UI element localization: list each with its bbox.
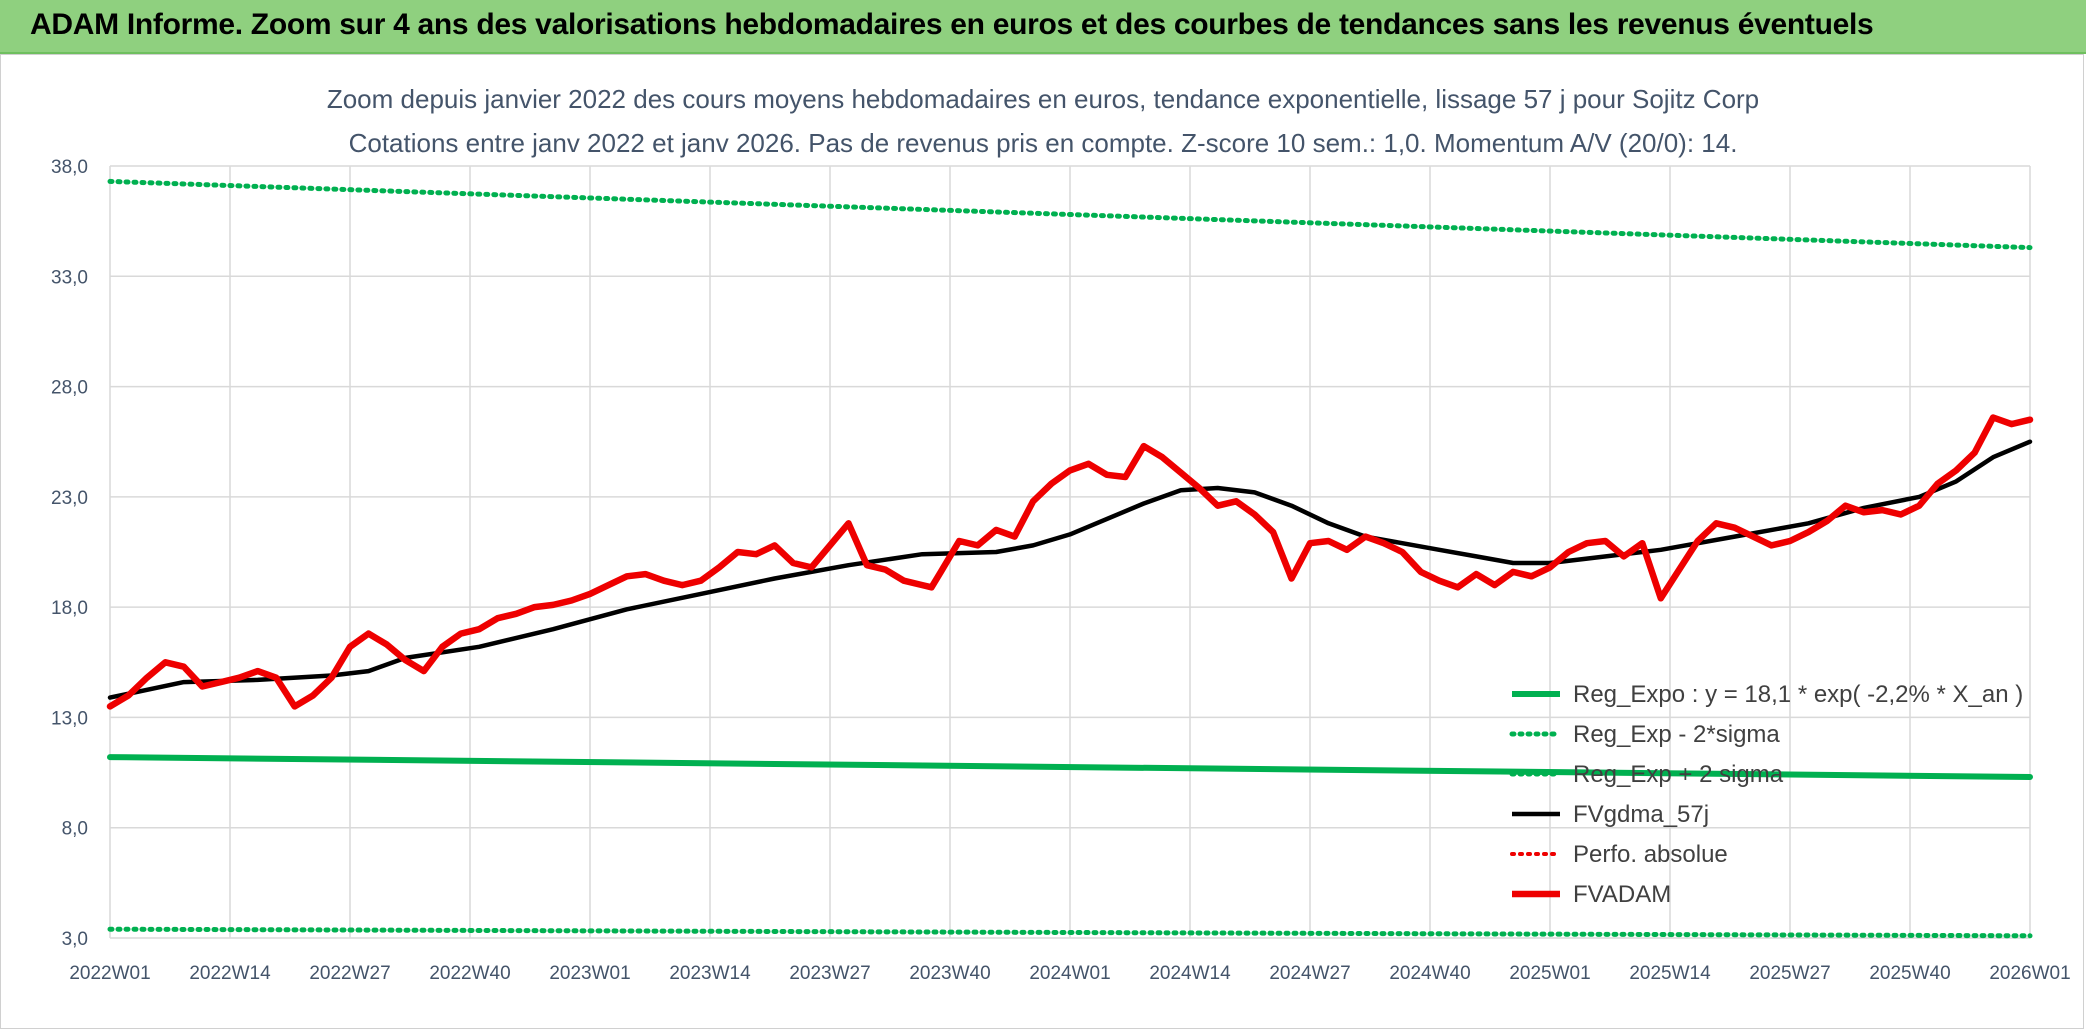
x-tick-label: 2024W14 (1149, 963, 1231, 984)
legend-label: Perfo. absolue (1573, 841, 1728, 868)
legend-label: FVADAM (1573, 881, 1671, 908)
x-tick-label: 2024W01 (1029, 963, 1110, 984)
x-tick-label: 2022W14 (189, 963, 271, 984)
y-axis-labels: 3,0 8,0 13,0 18,0 23,0 28,0 33,0 38,0 (51, 157, 88, 950)
grid (109, 165, 2031, 939)
x-tick-label: 2026W01 (1989, 963, 2070, 984)
series-layer (106, 178, 2034, 939)
y-tick-label: 8,0 (62, 819, 88, 840)
series-line-fvgdma_57j-3 (107, 439, 2033, 700)
chart-subtitle: Cotations entre janv 2022 et janv 2026. … (349, 128, 1738, 158)
banner-title: ADAM Informe. Zoom sur 4 ans des valoris… (30, 8, 1874, 41)
legend-label: Reg_Expo : y = 18,1 * exp( -2,2% * X_an … (1573, 681, 2023, 708)
series-line-reg_exp-2 (107, 178, 2033, 251)
x-axis-labels: 2022W01 2022W14 2022W27 2022W40 2023W01 2023W… (69, 963, 2070, 984)
legend-label: FVgdma_57j (1573, 801, 1709, 828)
x-tick-label: 2023W27 (789, 963, 870, 984)
y-tick-label: 33,0 (51, 267, 88, 288)
y-tick-label: 3,0 (62, 929, 88, 950)
y-tick-label: 18,0 (51, 598, 88, 619)
x-tick-label: 2025W14 (1629, 963, 1711, 984)
y-tick-label: 38,0 (51, 157, 88, 178)
x-tick-label: 2024W40 (1389, 963, 1470, 984)
x-tick-label: 2023W14 (669, 963, 751, 984)
x-tick-label: 2024W27 (1269, 963, 1350, 984)
series-line-reg_expo-0 (107, 754, 2033, 780)
legend: Reg_Expo : y = 18,1 * exp( -2,2% * X_an … (1509, 681, 2023, 908)
x-tick-label: 2022W40 (429, 963, 510, 984)
x-tick-label: 2023W40 (909, 963, 990, 984)
legend-label: Reg_Exp + 2 sigma (1573, 761, 1784, 788)
legend-label: Reg_Exp - 2*sigma (1573, 721, 1780, 748)
x-tick-label: 2022W01 (69, 963, 150, 984)
banner: ADAM Informe. Zoom sur 4 ans des valoris… (0, 0, 2086, 54)
x-tick-label: 2025W01 (1509, 963, 1590, 984)
x-tick-label: 2025W27 (1749, 963, 1830, 984)
series-line-reg_exp-1 (107, 926, 2033, 939)
x-tick-label: 2022W27 (309, 963, 390, 984)
y-tick-label: 28,0 (51, 378, 88, 399)
chart-frame (0, 54, 2084, 1029)
y-tick-label: 23,0 (51, 488, 88, 509)
chart-title: Zoom depuis janvier 2022 des cours moyen… (327, 84, 1759, 114)
series-line-fvadam-5 (106, 414, 2034, 710)
x-tick-label: 2025W40 (1869, 963, 1950, 984)
y-tick-label: 13,0 (51, 708, 88, 729)
x-tick-label: 2023W01 (549, 963, 630, 984)
